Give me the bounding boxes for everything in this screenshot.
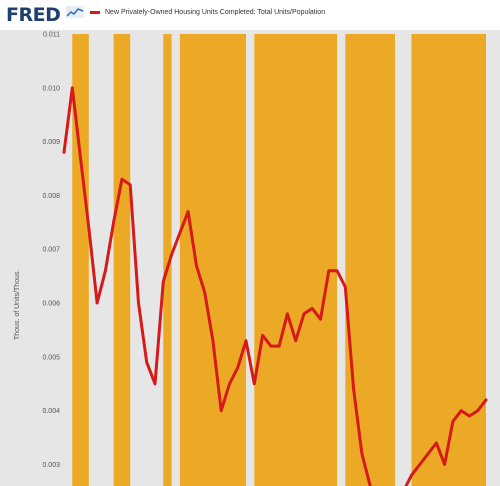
y-tick-label: 0.006 bbox=[42, 301, 60, 308]
data-point bbox=[443, 463, 446, 466]
data-point bbox=[220, 409, 223, 412]
data-point bbox=[418, 463, 422, 466]
legend-label: New Privately-Owned Housing Units Comple… bbox=[105, 9, 326, 16]
y-tick-label: 0.007 bbox=[42, 247, 60, 254]
data-point bbox=[95, 301, 99, 305]
data-point bbox=[253, 382, 256, 385]
y-tick-label: 0.010 bbox=[42, 85, 60, 92]
data-point bbox=[451, 420, 455, 423]
fred-logo: FRED bbox=[6, 4, 61, 26]
data-point bbox=[170, 253, 173, 256]
data-point bbox=[327, 269, 330, 272]
data-point bbox=[87, 226, 91, 229]
data-point bbox=[476, 409, 479, 412]
data-point bbox=[468, 414, 471, 418]
data-point bbox=[426, 452, 430, 455]
data-point bbox=[360, 452, 364, 455]
data-point bbox=[153, 382, 157, 385]
series-points bbox=[62, 86, 488, 486]
data-point bbox=[484, 398, 488, 402]
shaded-band bbox=[411, 34, 486, 486]
shaded-band bbox=[345, 34, 395, 486]
shaded-band bbox=[72, 34, 89, 486]
y-tick-label: 0.008 bbox=[42, 193, 60, 200]
data-point bbox=[269, 344, 273, 348]
data-point bbox=[186, 210, 190, 213]
data-point bbox=[112, 221, 115, 224]
data-point bbox=[71, 86, 74, 90]
legend-swatch bbox=[90, 11, 100, 14]
data-point bbox=[352, 387, 355, 391]
y-axis-ticks: 0.011 0.010 0.009 0.008 0.007 0.006 0.005 0.004… bbox=[42, 32, 60, 469]
data-point bbox=[335, 269, 339, 272]
chart-header: FRED New Privately-Owned Housing Units C… bbox=[0, 0, 500, 30]
data-point bbox=[319, 317, 322, 321]
trend-line-icon bbox=[66, 6, 84, 18]
recession-bands bbox=[72, 34, 486, 486]
data-point bbox=[244, 339, 248, 342]
y-tick-label: 0.005 bbox=[42, 354, 60, 361]
y-tick-label: 0.011 bbox=[43, 32, 60, 39]
chart-legend: New Privately-Owned Housing Units Comple… bbox=[90, 9, 325, 16]
data-point bbox=[435, 441, 438, 445]
data-point bbox=[294, 339, 297, 342]
data-point bbox=[128, 183, 132, 186]
shaded-band bbox=[179, 34, 247, 486]
data-point bbox=[302, 312, 306, 316]
y-tick-label: 0.009 bbox=[42, 139, 60, 146]
series-line bbox=[62, 86, 488, 486]
data-point bbox=[178, 231, 182, 235]
data-point bbox=[277, 344, 281, 348]
data-point bbox=[236, 366, 239, 369]
y-tick-label: 0.003 bbox=[42, 462, 60, 469]
y-axis-label: Thous. of Units/Thous. bbox=[14, 269, 21, 340]
data-point bbox=[120, 178, 124, 181]
shaded-band bbox=[113, 34, 131, 486]
data-point bbox=[162, 280, 165, 283]
data-point bbox=[203, 291, 206, 294]
data-point bbox=[145, 361, 148, 364]
data-point bbox=[62, 151, 66, 154]
shaded-band bbox=[254, 34, 338, 486]
data-point bbox=[137, 301, 140, 305]
data-point bbox=[459, 409, 463, 412]
data-point bbox=[211, 339, 215, 342]
data-point bbox=[410, 474, 413, 477]
data-point bbox=[286, 312, 289, 316]
shaded-band bbox=[163, 34, 172, 486]
data-point bbox=[261, 334, 264, 337]
data-point bbox=[195, 264, 198, 267]
data-point bbox=[228, 382, 231, 385]
data-point bbox=[311, 307, 314, 310]
y-tick-label: 0.004 bbox=[42, 408, 60, 415]
data-point bbox=[104, 269, 107, 272]
data-point bbox=[79, 156, 82, 159]
data-point bbox=[344, 285, 347, 289]
